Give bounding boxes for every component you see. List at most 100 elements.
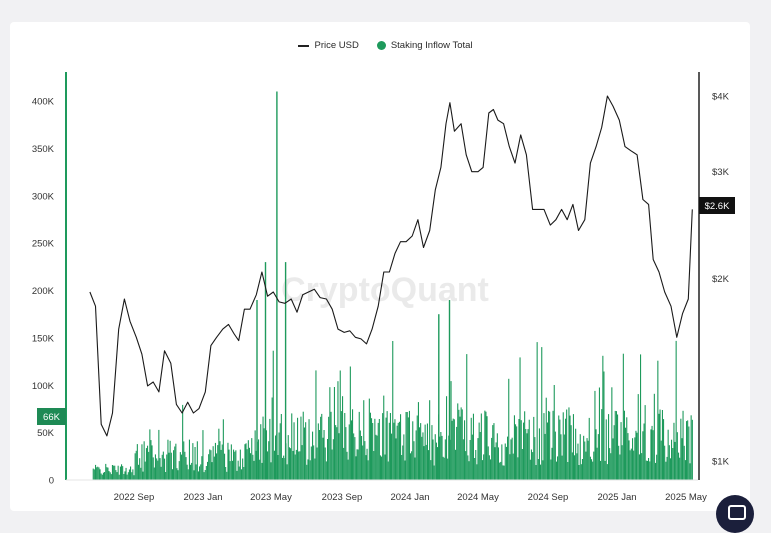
staking-bar (417, 402, 419, 480)
staking-bar (614, 410, 616, 480)
staking-bar (255, 450, 257, 480)
staking-bar (333, 387, 335, 480)
staking-bar (135, 450, 137, 480)
staking-bar (201, 456, 203, 480)
staking-bar (322, 437, 324, 480)
legend-item-staking[interactable]: Staking Inflow Total (376, 40, 473, 51)
staking-bar (501, 444, 503, 480)
staking-bar (359, 430, 361, 480)
staking-bar (260, 424, 262, 480)
staking-bar (686, 421, 688, 480)
staking-bar (148, 451, 150, 480)
staking-bar (162, 451, 164, 480)
y-left-tick-label: 100K (32, 381, 55, 392)
staking-bar (562, 412, 564, 480)
staking-bar (567, 462, 569, 480)
staking-bar (350, 420, 352, 480)
staking-bar (683, 445, 685, 480)
staking-bar (107, 467, 109, 480)
staking-bar (430, 460, 432, 480)
staking-bar (676, 432, 678, 480)
staking-bar (157, 460, 159, 480)
staking-bar (511, 437, 513, 480)
chat-button[interactable] (716, 495, 754, 533)
staking-bar (174, 446, 176, 480)
staking-bar (373, 451, 375, 480)
staking-bar (414, 457, 416, 480)
staking-bar (577, 443, 579, 480)
staking-bar (295, 449, 297, 480)
staking-bar (291, 413, 293, 480)
staking-bar (397, 422, 399, 480)
x-tick-label: 2024 Jan (390, 492, 429, 503)
staking-bar (124, 471, 126, 480)
staking-bar (458, 409, 460, 480)
staking-bar (358, 411, 360, 480)
staking-bar (371, 418, 373, 480)
staking-bar (336, 427, 338, 480)
staking-bar (665, 461, 667, 480)
staking-bar (284, 458, 286, 480)
staking-bar (595, 429, 597, 480)
staking-bar (385, 417, 387, 480)
staking-bar (435, 442, 437, 480)
staking-bar (205, 466, 207, 480)
staking-bar (185, 457, 187, 480)
staking-bar (484, 410, 486, 480)
staking-bar (494, 447, 496, 480)
staking-bar (622, 353, 624, 480)
y-left-tick-label: 0 (49, 476, 54, 487)
staking-bar (197, 471, 199, 480)
legend-item-price[interactable]: Price USD (298, 40, 359, 51)
staking-bar (483, 454, 485, 480)
staking-bar (619, 454, 621, 480)
staking-bar (386, 411, 388, 480)
y-left-tick-label: 200K (32, 286, 55, 297)
staking-bar (367, 460, 369, 480)
staking-bar (297, 417, 299, 480)
staking-bar (250, 453, 252, 480)
staking-bar (381, 456, 383, 480)
staking-bar (680, 418, 682, 480)
staking-bar (549, 411, 551, 480)
staking-bar (459, 416, 461, 480)
staking-bar (154, 454, 156, 480)
staking-bar (298, 451, 300, 480)
staking-bar (130, 466, 132, 480)
staking-bar (265, 430, 267, 480)
staking-bar (263, 428, 265, 480)
staking-bar (177, 470, 179, 480)
staking-bar (355, 456, 357, 480)
staking-bar (147, 445, 149, 480)
staking-bar (533, 416, 535, 480)
staking-bar (410, 453, 412, 480)
staking-bar (143, 441, 145, 480)
staking-bar (581, 459, 583, 480)
legend-line-icon (298, 44, 310, 47)
staking-bar (550, 459, 552, 480)
staking-bar (214, 442, 216, 480)
staking-bar (638, 454, 640, 480)
staking-bar (268, 441, 270, 480)
staking-bar (687, 420, 689, 480)
staking-bar (561, 455, 563, 480)
staking-bar (213, 456, 215, 480)
staking-bar (480, 413, 482, 480)
staking-bar (119, 466, 121, 480)
staking-bar (273, 450, 275, 480)
staking-bar (352, 409, 354, 480)
staking-bar (611, 387, 613, 480)
staking-bar (655, 462, 657, 480)
staking-bar (456, 426, 458, 480)
staking-bar (127, 472, 129, 480)
staking-bar (125, 467, 127, 480)
legend-price-label: Price USD (314, 40, 359, 51)
staking-bar (540, 464, 542, 480)
staking-bar (415, 430, 417, 480)
staking-bar (557, 456, 559, 480)
staking-bar (245, 443, 247, 480)
staking-bar (505, 446, 507, 480)
staking-bar (574, 455, 576, 480)
staking-bar (627, 433, 629, 480)
staking-bar (424, 424, 426, 480)
